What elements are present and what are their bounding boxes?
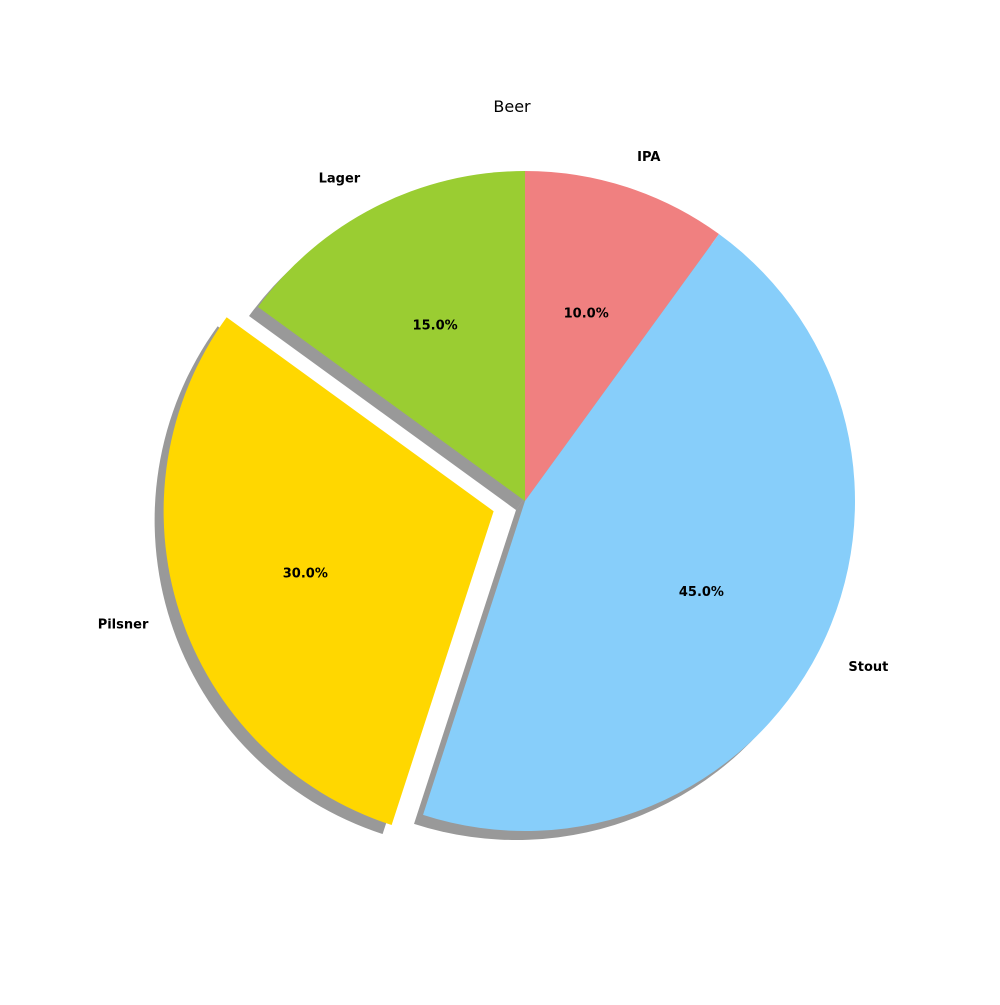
slice-label-lager: Lager <box>319 172 361 187</box>
slice-pilsner[interactable] <box>163 317 494 826</box>
pct-label-stout: 45.0% <box>679 585 724 600</box>
pct-label-lager: 15.0% <box>413 319 458 334</box>
pct-label-ipa: 10.0% <box>564 307 609 322</box>
pct-label-pilsner: 30.0% <box>283 566 328 581</box>
slice-stout[interactable] <box>423 234 855 831</box>
slice-ipa[interactable] <box>525 171 719 501</box>
chart-title: Beer <box>493 97 531 116</box>
slice-label-ipa: IPA <box>637 150 660 165</box>
slice-label-stout: Stout <box>848 660 888 675</box>
slice-lager[interactable] <box>258 171 525 501</box>
slice-label-pilsner: Pilsner <box>98 617 149 632</box>
